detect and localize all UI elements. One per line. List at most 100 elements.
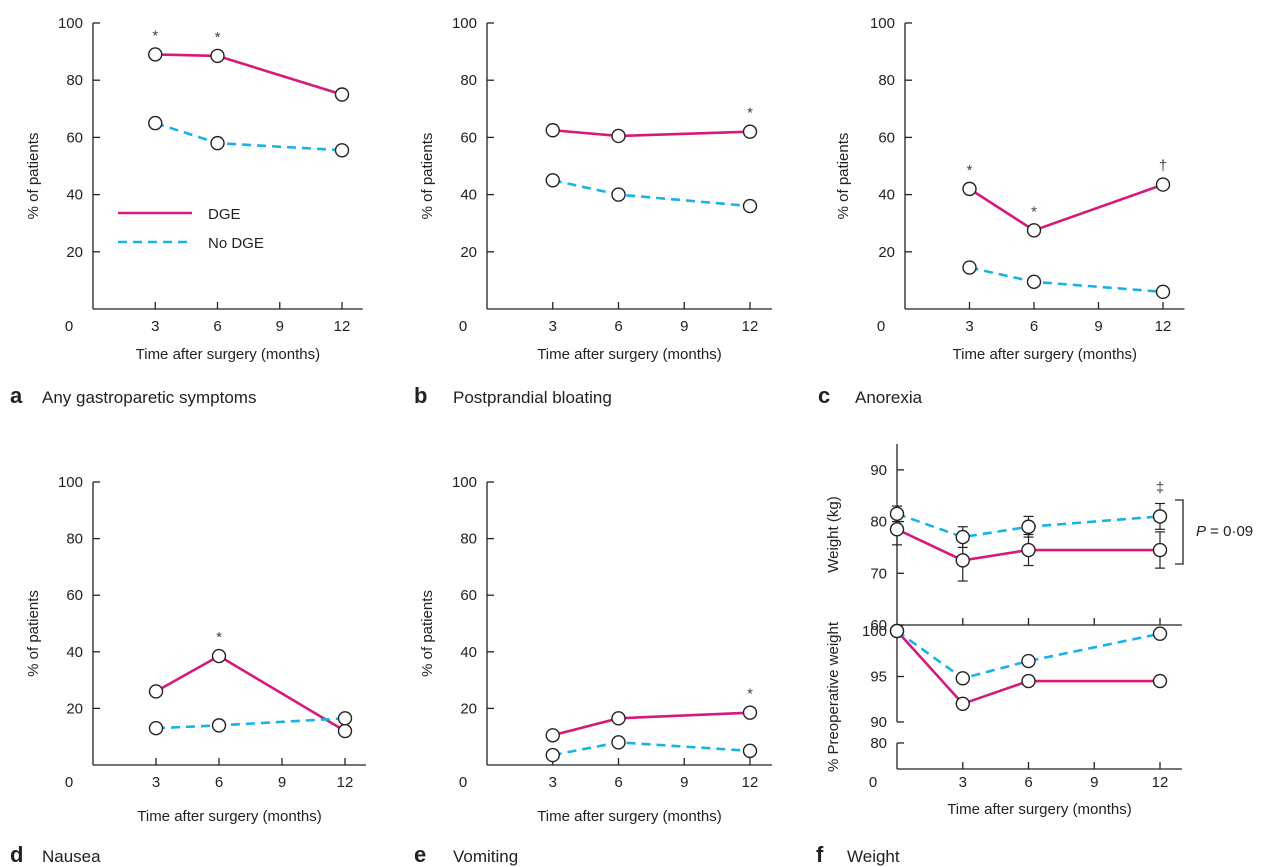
panel-b: 20 40 60 80 100 0 3 6 9 12 Time after surgery (mon… xyxy=(414,15,772,408)
panel-title: Vomiting xyxy=(453,847,518,866)
x-tick-label: 9 xyxy=(1090,774,1098,791)
series-line-dge xyxy=(155,654,346,733)
x-tick-label: 0 xyxy=(869,774,877,791)
data-point xyxy=(955,553,970,568)
significance-marker: * xyxy=(1031,203,1037,220)
series-line-dge xyxy=(552,711,751,737)
data-point xyxy=(210,135,225,151)
data-point xyxy=(148,47,163,62)
y-tick-label: 100 xyxy=(870,15,895,32)
y-tick-label: 20 xyxy=(66,700,83,717)
panel-letter: e xyxy=(414,842,426,867)
legend: DGE No DGE xyxy=(118,206,264,252)
data-point xyxy=(1021,673,1036,689)
panel-c: 20 40 60 80 100 0 3 6 9 12 Time after surgery (mon… xyxy=(818,15,1185,408)
x-tick-label: 0 xyxy=(877,318,885,335)
significance-marker: * xyxy=(747,105,753,122)
y-tick-label: 20 xyxy=(66,244,83,261)
x-tick-label: 12 xyxy=(1155,318,1172,335)
data-point xyxy=(611,711,626,726)
series-line-dge xyxy=(552,128,751,138)
x-tick-label: 0 xyxy=(459,774,467,791)
x-tick-label: 3 xyxy=(152,774,160,791)
x-tick-label: 9 xyxy=(278,774,286,791)
y-tick-label: 70 xyxy=(870,565,887,582)
y-axis-label: % of patients xyxy=(25,590,42,677)
significance-marker: ‡ xyxy=(1156,479,1164,496)
x-tick-label: 6 xyxy=(614,318,622,335)
data-point xyxy=(889,506,905,522)
y-tick-label: 40 xyxy=(460,644,477,661)
series-line-no-dge xyxy=(155,717,346,730)
data-point xyxy=(337,711,353,726)
y-tick-label: 100 xyxy=(452,15,477,32)
data-point xyxy=(334,143,350,158)
data-point xyxy=(210,48,225,64)
panel-title: Nausea xyxy=(42,847,101,866)
p-value-label: P = 0·09 xyxy=(1196,523,1253,540)
x-tick-label: 12 xyxy=(742,318,759,335)
series-line-dge xyxy=(896,528,1160,562)
data-point xyxy=(1021,519,1036,534)
legend-label-dge: DGE xyxy=(208,206,241,223)
y-tick-label: 100 xyxy=(452,474,477,491)
x-tick-label: 3 xyxy=(549,774,557,791)
upper-y-axis-label: Weight (kg) xyxy=(825,496,842,572)
significance-marker: * xyxy=(216,629,222,646)
x-tick-label: 0 xyxy=(459,318,467,335)
x-axis-label: Time after surgery (months) xyxy=(537,808,722,825)
significance-marker: * xyxy=(215,29,221,46)
panel-e: 20 40 60 80 100 0 3 6 9 12 Time after surgery (mon… xyxy=(414,474,772,867)
y-tick-label: 100 xyxy=(58,15,83,32)
y-tick-label: 60 xyxy=(460,129,477,146)
x-tick-label: 6 xyxy=(215,774,223,791)
y-tick-label: 60 xyxy=(66,129,83,146)
y-tick-label: 40 xyxy=(878,187,895,204)
data-point xyxy=(1152,542,1168,558)
y-axis-label: % of patients xyxy=(419,590,436,677)
series-line-no-dge xyxy=(552,741,751,757)
data-point xyxy=(1152,626,1168,641)
series-line-no-dge xyxy=(154,121,343,152)
x-tick-label: 12 xyxy=(337,774,354,791)
p-value-text: = 0·09 xyxy=(1206,523,1253,540)
x-tick-label: 6 xyxy=(1024,774,1032,791)
data-point xyxy=(337,723,353,739)
data-point xyxy=(611,187,626,202)
data-point xyxy=(611,128,626,144)
series-line-dge xyxy=(155,53,343,96)
x-tick-label: 6 xyxy=(614,774,622,791)
panel-a: 20 40 60 80 100 0 3 6 9 12 Time after surgery (mon… xyxy=(10,15,363,408)
y-axis-label: % of patients xyxy=(25,133,42,220)
y-axis-label: % of patients xyxy=(419,133,436,220)
series-line-dge xyxy=(896,630,1160,706)
y-axis-label: % of patients xyxy=(835,133,852,220)
panel-title: Anorexia xyxy=(855,388,923,407)
data-point xyxy=(148,721,164,736)
x-axis-label: Time after surgery (months) xyxy=(136,346,321,363)
x-tick-label: 12 xyxy=(742,774,759,791)
x-tick-label: 6 xyxy=(1030,318,1038,335)
data-point xyxy=(742,124,758,139)
data-point xyxy=(889,522,905,537)
x-tick-label: 12 xyxy=(334,318,351,335)
data-point xyxy=(545,173,560,188)
panel-letter: b xyxy=(414,383,427,408)
data-point xyxy=(611,735,626,750)
y-tick-label: 60 xyxy=(870,617,887,634)
y-tick-label: 60 xyxy=(66,587,83,604)
x-tick-label: 3 xyxy=(151,318,159,335)
y-tick-label: 100 xyxy=(862,623,887,640)
y-tick-label: 80 xyxy=(460,531,477,548)
x-tick-label: 0 xyxy=(65,318,73,335)
y-tick-label: 40 xyxy=(66,644,83,661)
x-axis-label: Time after surgery (months) xyxy=(137,808,322,825)
data-point xyxy=(962,181,977,197)
data-point xyxy=(955,529,970,545)
x-tick-label: 9 xyxy=(680,774,688,791)
data-point xyxy=(545,123,560,138)
data-point xyxy=(889,623,905,639)
data-point xyxy=(1021,542,1036,558)
y-tick-label: 90 xyxy=(870,714,887,731)
